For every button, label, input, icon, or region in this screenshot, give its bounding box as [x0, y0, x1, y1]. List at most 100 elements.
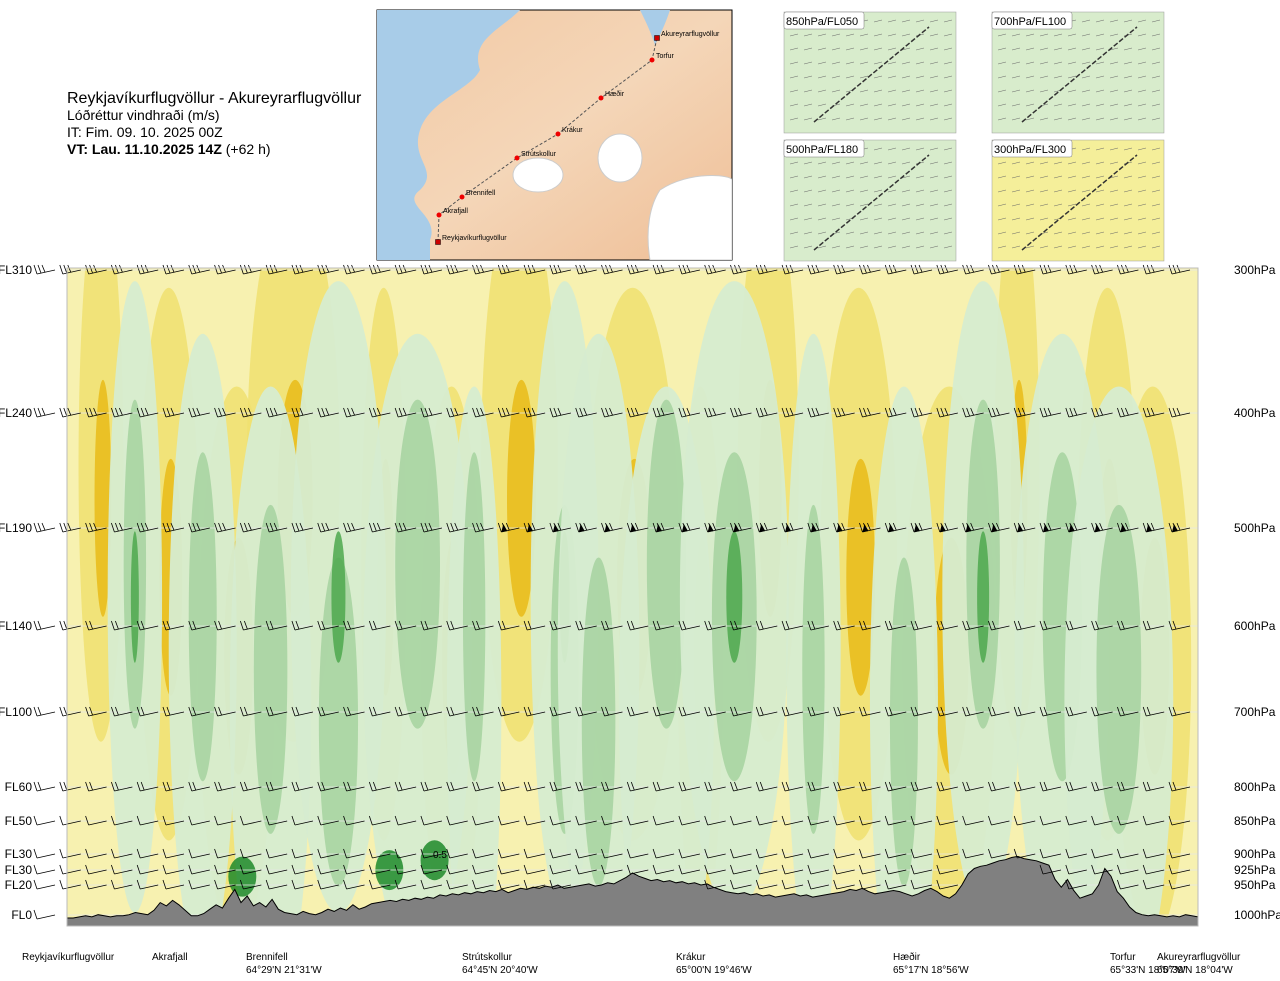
- panel-barb: [803, 203, 813, 207]
- wind-barb: [962, 522, 984, 533]
- wind-barb: [394, 848, 417, 859]
- left-axis-labels: FL310 FL240 FL190 FL140 FL100 FL60 FL50 FL30 FL3…: [0, 263, 32, 922]
- up-core: [581, 557, 616, 887]
- panel-barb: [1109, 217, 1119, 221]
- panel-barb: [845, 103, 855, 107]
- panel-barb: [929, 61, 939, 65]
- wind-barb: [446, 848, 468, 859]
- panel-barb: [1137, 189, 1147, 193]
- panel-barb: [803, 117, 813, 121]
- wind-barb: [162, 620, 185, 631]
- wind-barb: [910, 848, 933, 859]
- panel-barb: [997, 75, 1007, 79]
- panel-barb: [915, 47, 925, 51]
- wind-barb: [884, 264, 907, 275]
- panel-barb: [915, 245, 925, 249]
- panel-barb: [1095, 103, 1105, 107]
- panel-barb: [803, 175, 813, 179]
- wind-barb: [652, 407, 675, 418]
- panel-barb: [1137, 47, 1147, 51]
- wind-barb: [1168, 264, 1191, 275]
- wind-barb: [833, 781, 855, 792]
- wind-barb: [884, 620, 907, 631]
- panel-barb: [1067, 203, 1077, 207]
- wind-barb: [1013, 781, 1036, 792]
- wind-barb: [472, 620, 494, 631]
- wind-barb: [1065, 407, 1087, 418]
- wind-barb: [962, 848, 984, 859]
- wind-barb: [1039, 620, 1062, 631]
- station-name: Strútskollur: [462, 952, 513, 963]
- panel-barb: [943, 245, 953, 249]
- wind-barb: [884, 848, 907, 859]
- panel-barb: [1039, 217, 1049, 221]
- wind-barb: [472, 815, 494, 826]
- panel-barb: [845, 231, 855, 235]
- panel-barb: [817, 75, 827, 79]
- wind-barb: [884, 407, 907, 418]
- panel-barb: [1095, 47, 1105, 51]
- panel-barb: [1011, 203, 1021, 207]
- panel-barb: [1123, 189, 1133, 193]
- up-core: [1096, 504, 1142, 834]
- right-axis-label: 600hPa: [1234, 619, 1276, 633]
- panel-barb: [997, 103, 1007, 107]
- map-point-label: Brennifell: [466, 190, 496, 197]
- wind-barb: [343, 781, 365, 792]
- wind-barb: [394, 706, 417, 717]
- wind-barb: [446, 620, 468, 631]
- panel-barb: [887, 33, 897, 37]
- panel-barb: [845, 189, 855, 193]
- panel-barb: [943, 61, 953, 65]
- level-panel: 700hPa/FL100: [991, 11, 1165, 134]
- panel-barb: [943, 203, 953, 207]
- wind-barb: [988, 781, 1010, 792]
- wind-barb: [368, 815, 391, 826]
- wind-barb: [781, 264, 804, 275]
- wind-barb: [755, 620, 778, 631]
- wind-barb: [1142, 264, 1165, 275]
- panel-barb: [1011, 103, 1021, 107]
- panel-barb: [997, 231, 1007, 235]
- panel-barb: [1025, 203, 1035, 207]
- panel-barb: [859, 117, 869, 121]
- panel-barb: [1067, 117, 1077, 121]
- wind-barb: [1065, 848, 1087, 859]
- panel-barb: [1095, 203, 1105, 207]
- panel-barb: [1109, 33, 1119, 37]
- wind-barb: [549, 879, 571, 890]
- wind-barb: [343, 815, 365, 826]
- panel-barb: [901, 231, 911, 235]
- panel-barb: [1151, 189, 1161, 193]
- panel-barb: [789, 231, 799, 235]
- wind-barb: [755, 848, 778, 859]
- wind-barb: [188, 522, 210, 533]
- wind-barb: [910, 620, 933, 631]
- panel-barb: [873, 89, 883, 93]
- wind-barb: [1168, 815, 1191, 826]
- wind-barb: [214, 815, 236, 826]
- wind-barb: [626, 264, 649, 275]
- panel-barb: [859, 103, 869, 107]
- panel-barb: [1081, 217, 1091, 221]
- wind-barb: [1142, 407, 1165, 418]
- wind-barb: [988, 522, 1010, 533]
- panel-barb: [1039, 117, 1049, 121]
- wind-barb: [343, 848, 365, 859]
- wind-barb: [317, 864, 339, 875]
- wind-barb: [497, 848, 520, 859]
- panel-barb: [1039, 33, 1049, 37]
- route-title: Reykjavíkurflugvöllur - Akureyrarflugvöl…: [67, 90, 362, 107]
- map-glacier-1: [597, 133, 643, 183]
- wind-barb: [1091, 620, 1113, 631]
- left-axis-label: FL30: [5, 863, 33, 877]
- wind-barb: [472, 407, 494, 418]
- wind-barb: [111, 407, 133, 418]
- wind-barb: [1091, 407, 1113, 418]
- map-point-marker: [514, 155, 520, 161]
- wind-barb: [291, 815, 314, 826]
- up-core: [646, 399, 687, 729]
- station-coord: 65°17'N 18°56'W: [893, 965, 969, 976]
- panel-barb: [915, 75, 925, 79]
- wind-barb: [936, 264, 958, 275]
